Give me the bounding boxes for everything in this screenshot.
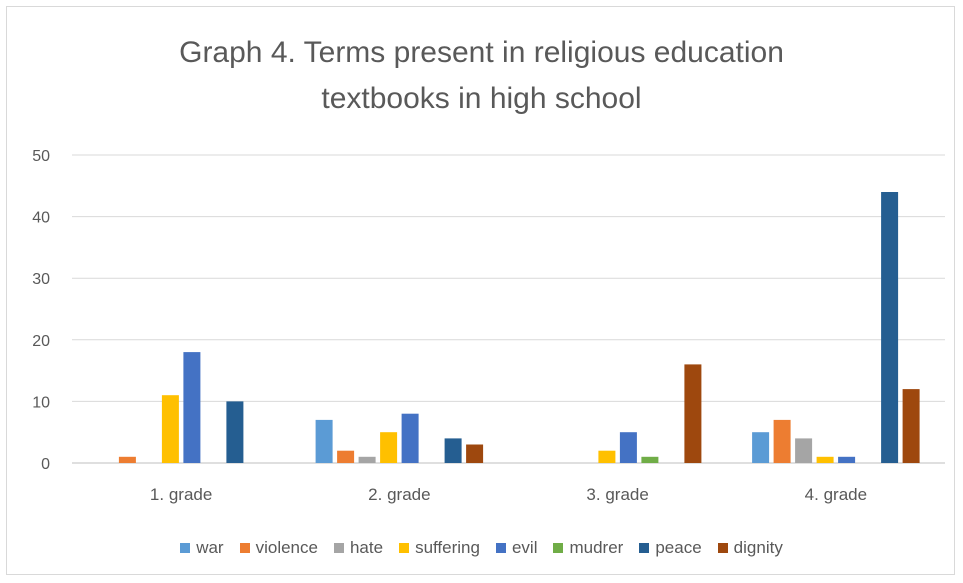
legend-swatch — [399, 543, 410, 553]
y-tick-label: 30 — [32, 271, 50, 288]
bar-hate-2 — [358, 456, 376, 463]
bar-suffering-3 — [598, 450, 616, 463]
legend-swatch — [717, 543, 728, 553]
bar-dignity-2 — [466, 444, 484, 463]
x-category-label: 1. grade — [150, 485, 212, 504]
bar-violence-2 — [337, 450, 355, 463]
bar-evil-4 — [838, 456, 856, 463]
chart-title-line-1: Graph 4. Terms present in religious educ… — [179, 36, 784, 69]
legend-item-suffering: suffering — [399, 538, 480, 558]
bar-mudrer-3 — [641, 456, 659, 463]
x-category-label: 2. grade — [368, 485, 430, 504]
y-tick-label: 20 — [32, 333, 50, 350]
legend-swatch — [553, 543, 564, 553]
legend-label: violence — [255, 538, 318, 557]
bars — [118, 192, 920, 463]
y-tick-label: 10 — [32, 394, 50, 411]
legend-item-violence: violence — [239, 538, 318, 558]
bar-peace-1 — [226, 401, 244, 463]
legend-label: evil — [511, 538, 538, 557]
bar-war-2 — [315, 419, 333, 463]
bar-evil-2 — [401, 413, 419, 463]
legend-label: hate — [349, 538, 384, 557]
legend-label: dignity — [733, 538, 783, 557]
legend-swatch — [495, 543, 506, 553]
bar-violence-4 — [773, 419, 791, 463]
legend-item-hate: hate — [333, 538, 384, 558]
y-tick-label: 0 — [41, 456, 50, 473]
legend-label: suffering — [415, 538, 480, 557]
legend-item-mudrer: mudrer — [553, 538, 623, 558]
legend-swatch — [180, 543, 191, 553]
x-axis-labels: 1. grade 2. grade 3. grade 4. grade — [150, 485, 867, 504]
y-tick-label: 50 — [32, 148, 50, 165]
legend-label: mudrer — [569, 538, 624, 557]
bar-hate-4 — [795, 438, 813, 463]
y-tick-label: 40 — [32, 210, 50, 227]
legend-swatch — [239, 543, 250, 553]
legend-swatch — [639, 543, 650, 553]
legend-label: peace — [655, 538, 702, 557]
bar-peace-2 — [444, 438, 462, 463]
chart-title-line-2: textbooks in high school — [321, 82, 642, 115]
legend-item-evil: evil — [495, 538, 538, 558]
bar-dignity-3 — [684, 364, 702, 463]
bar-evil-3 — [619, 432, 637, 463]
bar-violence-1 — [118, 456, 136, 463]
gridlines — [72, 154, 945, 464]
bar-dignity-4 — [902, 389, 920, 463]
x-category-label: 4. grade — [805, 485, 867, 504]
legend-item-war: war — [180, 538, 224, 558]
bar-peace-4 — [881, 192, 899, 463]
legend-item-peace: peace — [639, 538, 702, 558]
chart-frame — [6, 6, 955, 575]
bar-evil-1 — [183, 352, 201, 463]
legend: war violence hate suffering evil mudrer peace d… — [0, 536, 963, 560]
bar-suffering-4 — [816, 456, 834, 463]
y-axis-labels: 0 10 20 30 40 50 — [32, 148, 50, 473]
x-category-label: 3. grade — [586, 485, 648, 504]
chart-title: Graph 4. Terms present in religious educ… — [0, 30, 963, 122]
legend-item-dignity: dignity — [717, 538, 783, 558]
bar-suffering-2 — [380, 432, 398, 463]
bar-suffering-1 — [161, 395, 179, 463]
bar-war-4 — [752, 432, 770, 463]
legend-label: war — [196, 538, 224, 557]
legend-swatch — [333, 543, 344, 553]
